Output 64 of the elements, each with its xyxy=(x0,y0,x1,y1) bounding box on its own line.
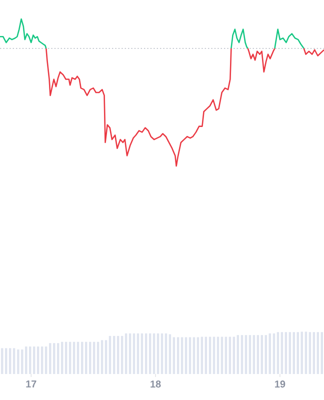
bar xyxy=(68,342,72,374)
bar xyxy=(8,348,12,374)
bar xyxy=(4,348,8,374)
bar xyxy=(120,336,124,374)
bar xyxy=(128,333,132,374)
bar xyxy=(168,334,172,374)
bar xyxy=(220,336,224,374)
bar xyxy=(32,346,36,374)
bar xyxy=(96,342,100,374)
bar xyxy=(184,337,188,374)
bar xyxy=(152,333,156,374)
bar xyxy=(160,333,164,374)
bar xyxy=(252,335,256,374)
bar xyxy=(136,333,140,374)
bar xyxy=(60,342,64,374)
bar xyxy=(276,332,280,374)
bar xyxy=(72,342,76,374)
bar xyxy=(112,336,116,374)
x-tick-label: 19 xyxy=(275,380,286,388)
bar xyxy=(212,336,216,374)
bar xyxy=(192,337,196,374)
bar xyxy=(64,342,68,374)
bar xyxy=(164,333,168,374)
bar xyxy=(248,335,252,374)
bar xyxy=(132,333,136,374)
bar xyxy=(232,336,236,374)
bar xyxy=(284,332,288,374)
bar xyxy=(140,333,144,374)
bar xyxy=(144,333,148,374)
bar xyxy=(148,333,152,374)
bar xyxy=(288,332,292,374)
bar xyxy=(204,336,208,374)
bar xyxy=(312,332,316,374)
bar xyxy=(196,337,200,374)
bar xyxy=(228,336,232,374)
bar xyxy=(280,332,284,374)
bar xyxy=(172,337,176,374)
bar xyxy=(208,336,212,374)
bar xyxy=(108,336,112,374)
bar xyxy=(244,335,248,374)
bar xyxy=(116,336,120,374)
bar xyxy=(36,346,40,374)
x-tick-label: 18 xyxy=(150,380,161,388)
bar xyxy=(1,348,4,374)
bar xyxy=(260,335,264,374)
bar xyxy=(124,333,128,374)
bar xyxy=(200,336,204,374)
x-tick-label: 17 xyxy=(26,380,36,388)
bar xyxy=(240,335,244,374)
bar xyxy=(320,332,323,374)
bar xyxy=(156,333,160,374)
bar xyxy=(88,342,92,374)
bar xyxy=(104,340,108,374)
bar xyxy=(256,335,260,374)
bar xyxy=(216,336,220,374)
bar xyxy=(224,336,228,374)
bar xyxy=(316,332,320,374)
bar xyxy=(40,346,44,374)
bar xyxy=(92,342,96,374)
bar xyxy=(308,332,312,374)
bar xyxy=(176,337,180,374)
bar xyxy=(180,337,184,374)
bar xyxy=(188,337,192,374)
bar xyxy=(100,340,104,374)
